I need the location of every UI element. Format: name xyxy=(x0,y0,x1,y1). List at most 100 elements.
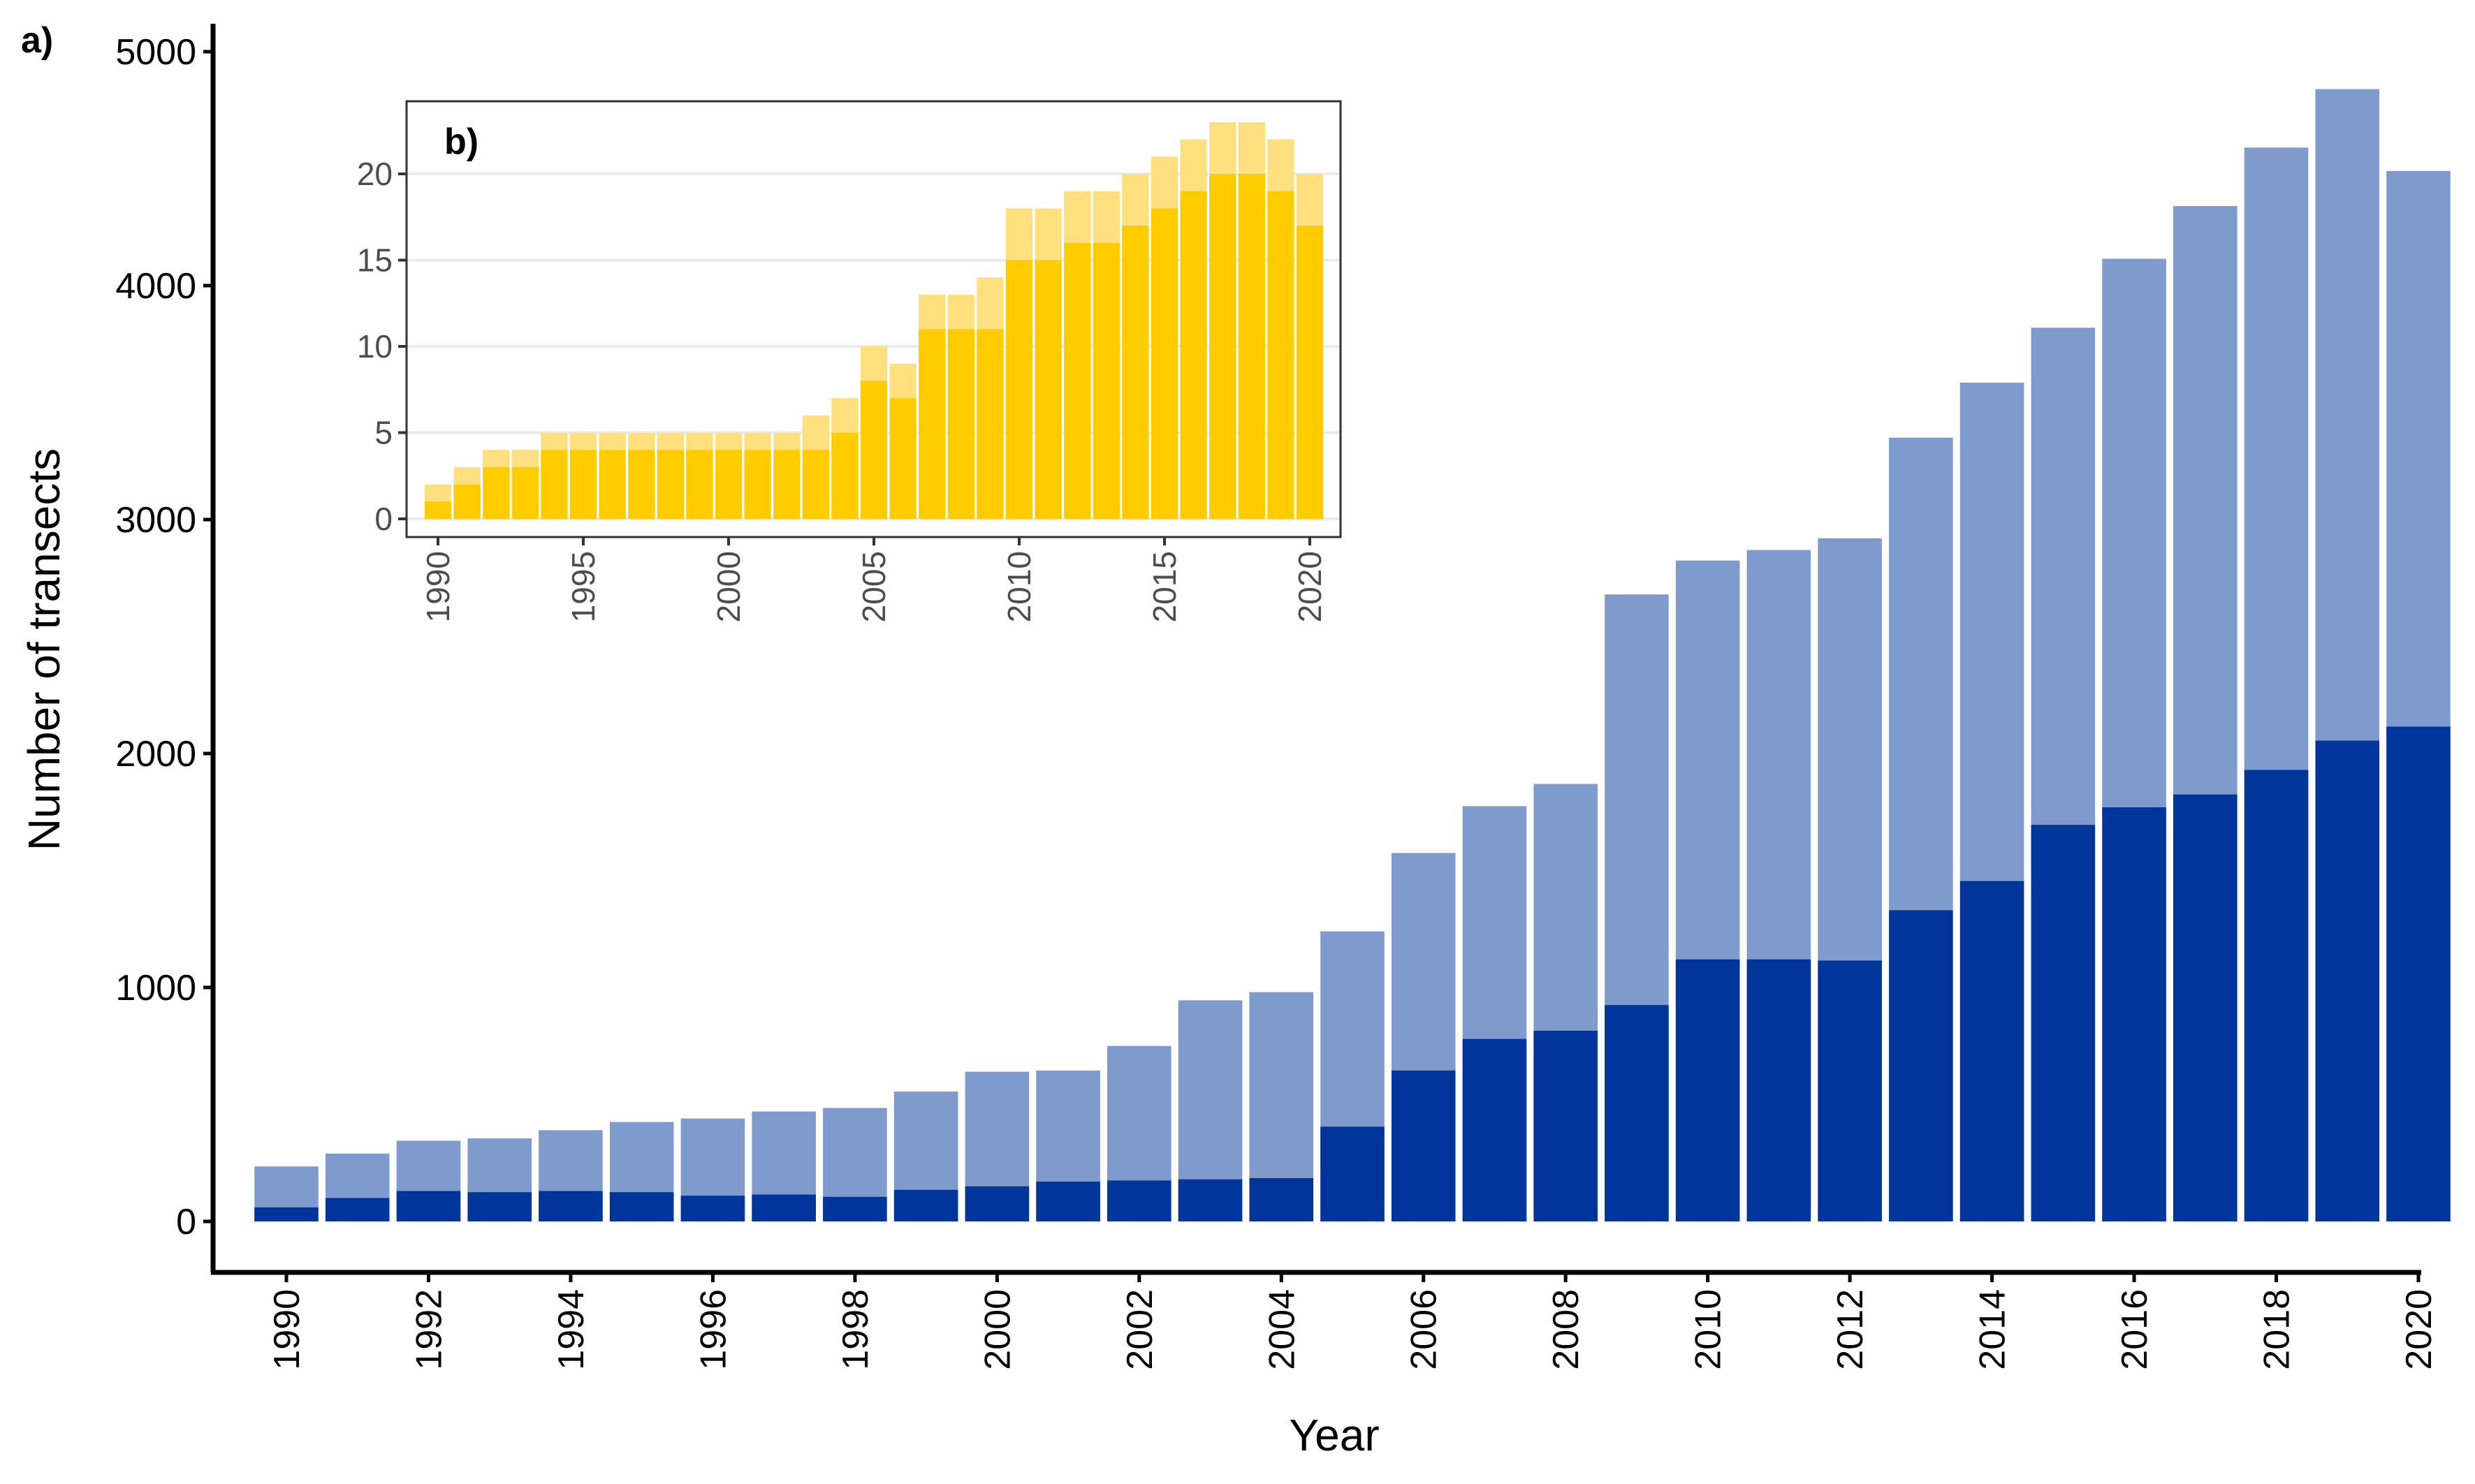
inset-subset-bar-2010 xyxy=(1005,260,1033,519)
main-x-tick-label: 2012 xyxy=(1830,1289,1871,1370)
main-subset-bar-2009 xyxy=(1605,1005,1669,1221)
main-x-tick-label: 2000 xyxy=(977,1289,1018,1370)
inset-y-tick-label: 0 xyxy=(374,501,393,537)
inset-chart-panel: 0 5 10 15 20 1990 1995 2000 2005 2010 2015 2020 b) xyxy=(357,100,1342,622)
main-subset-bar-2017 xyxy=(2173,794,2237,1221)
main-y-tick-label: 0 xyxy=(176,1202,196,1242)
inset-subset-bar-1996 xyxy=(599,450,626,519)
main-subset-bar-2006 xyxy=(1391,1070,1456,1221)
main-x-tick-label: 2008 xyxy=(1546,1289,1586,1370)
main-x-tick-label: 2016 xyxy=(2115,1289,2155,1370)
main-x-tick-label: 2002 xyxy=(1120,1289,1160,1370)
inset-subset-bar-1993 xyxy=(511,466,539,519)
inset-x-tick-label: 1995 xyxy=(565,551,601,622)
main-subset-bar-1990 xyxy=(254,1207,319,1221)
inset-x-tick-label: 2015 xyxy=(1146,551,1183,622)
main-x-tick-label: 2006 xyxy=(1404,1289,1445,1370)
main-subset-bar-2020 xyxy=(2386,726,2451,1221)
main-y-tick-label: 2000 xyxy=(115,734,196,774)
main-subset-bar-1993 xyxy=(467,1192,532,1221)
main-subset-bars xyxy=(254,726,2451,1221)
main-x-tick-label: 2010 xyxy=(1688,1289,1729,1370)
inset-subset-bars xyxy=(424,174,1324,519)
main-x-tick-label: 1994 xyxy=(551,1289,592,1370)
main-subset-bar-2003 xyxy=(1178,1179,1243,1221)
main-subset-bar-2019 xyxy=(2315,740,2380,1221)
main-subset-bar-1998 xyxy=(823,1196,887,1221)
main-y-tick-label: 4000 xyxy=(115,266,196,307)
inset-x-tick-label: 2010 xyxy=(1001,551,1037,622)
inset-subset-bar-2011 xyxy=(1035,260,1062,519)
inset-subset-bar-2014 xyxy=(1122,226,1149,519)
main-x-axis-title: Year xyxy=(1289,1410,1379,1460)
inset-y-tick-label: 10 xyxy=(357,328,393,365)
inset-subset-bar-2018 xyxy=(1238,174,1265,519)
inset-x-tick-label: 2005 xyxy=(856,551,892,622)
main-y-tick-label: 5000 xyxy=(115,32,196,73)
main-subset-bar-2010 xyxy=(1675,959,1740,1221)
inset-subset-bar-2013 xyxy=(1093,242,1120,519)
inset-subset-bar-2009 xyxy=(977,329,1004,519)
inset-subset-bar-2000 xyxy=(715,450,743,519)
main-subset-bar-2007 xyxy=(1462,1038,1527,1221)
inset-y-ticks: 0 5 10 15 20 xyxy=(357,156,407,537)
main-subset-bar-1992 xyxy=(396,1191,461,1221)
inset-x-tick-label: 2000 xyxy=(710,551,747,622)
inset-x-tick-label: 2020 xyxy=(1292,551,1328,622)
main-subset-bar-1994 xyxy=(539,1191,603,1221)
inset-x-ticks: 1990 1995 2000 2005 2010 2015 2020 xyxy=(420,537,1328,622)
inset-subset-bar-2001 xyxy=(744,450,771,519)
main-y-axis-title: Number of transects xyxy=(19,448,69,851)
inset-subset-bar-2006 xyxy=(889,398,917,519)
main-subset-bar-2015 xyxy=(2031,825,2096,1221)
inset-subset-bar-1994 xyxy=(541,450,568,519)
main-x-tick-label: 2004 xyxy=(1262,1289,1302,1370)
main-subset-bar-1995 xyxy=(609,1192,674,1221)
inset-subset-bar-1998 xyxy=(657,450,684,519)
inset-subset-bar-2002 xyxy=(773,450,801,519)
main-subset-bar-2011 xyxy=(1746,959,1811,1221)
inset-subset-bar-2007 xyxy=(919,329,946,519)
inset-x-tick-label: 1990 xyxy=(420,551,456,622)
inset-subset-bar-1992 xyxy=(483,466,510,519)
main-subset-bar-2005 xyxy=(1320,1126,1385,1221)
inset-subset-bar-2008 xyxy=(947,329,974,519)
main-subset-bar-2008 xyxy=(1533,1030,1598,1221)
main-x-tick-label: 2014 xyxy=(1973,1289,2013,1370)
main-subset-bar-2016 xyxy=(2102,807,2166,1221)
main-subset-bar-2012 xyxy=(1818,960,1882,1221)
main-subset-bar-1996 xyxy=(680,1196,745,1221)
main-x-tick-label: 2018 xyxy=(2257,1289,2298,1370)
main-subset-bar-2001 xyxy=(1036,1182,1100,1221)
inset-y-tick-label: 15 xyxy=(357,242,393,279)
main-x-tick-label: 1992 xyxy=(409,1289,449,1370)
inset-subset-bar-2020 xyxy=(1296,226,1324,519)
main-y-tick-label: 1000 xyxy=(115,968,196,1008)
main-subset-bar-2013 xyxy=(1889,910,1953,1221)
inset-y-tick-label: 20 xyxy=(357,156,393,192)
main-y-ticks: 0 1000 2000 3000 4000 5000 xyxy=(115,32,213,1242)
main-subset-bar-1991 xyxy=(325,1198,390,1221)
inset-subset-bar-1995 xyxy=(569,450,597,519)
inset-subset-bar-2019 xyxy=(1267,191,1294,519)
main-x-ticks: 1990 1992 1994 1996 1998 2000 2002 2004 2006 2008… xyxy=(267,1272,2439,1370)
inset-subset-bar-1999 xyxy=(686,450,713,519)
panel-b-label: b) xyxy=(444,122,479,162)
inset-subset-bar-2016 xyxy=(1180,191,1207,519)
main-subset-bar-2014 xyxy=(1959,881,2024,1221)
inset-subset-bar-1990 xyxy=(424,501,452,519)
inset-subset-bar-2012 xyxy=(1064,242,1091,519)
inset-subset-bar-2004 xyxy=(831,432,859,519)
main-x-tick-label: 1996 xyxy=(693,1289,733,1370)
main-x-tick-label: 1998 xyxy=(835,1289,876,1370)
main-subset-bar-2002 xyxy=(1107,1180,1171,1221)
main-subset-bar-2000 xyxy=(965,1186,1030,1221)
panel-a-label: a) xyxy=(21,20,53,61)
inset-subset-bar-1997 xyxy=(628,450,655,519)
main-subset-bar-2018 xyxy=(2244,770,2309,1221)
inset-subset-bar-2017 xyxy=(1209,174,1236,519)
main-x-tick-label: 2020 xyxy=(2399,1289,2439,1370)
main-subset-bar-2004 xyxy=(1249,1178,1314,1221)
